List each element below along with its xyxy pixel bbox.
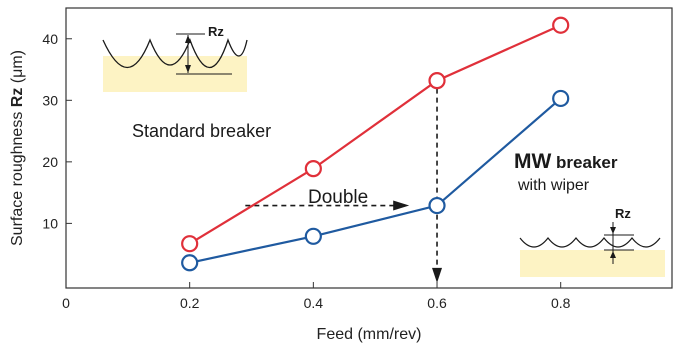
standard-profile-inset: Rz bbox=[102, 24, 248, 92]
mw-wiper-label: with wiper bbox=[517, 177, 590, 194]
y-tick-label: 30 bbox=[42, 92, 58, 108]
data-point-mw bbox=[181, 254, 199, 272]
mw-inset-background bbox=[520, 250, 665, 277]
data-series bbox=[181, 16, 570, 272]
mw-bold-text: MW bbox=[514, 150, 551, 173]
data-point-standard bbox=[552, 16, 570, 34]
series-line-mw bbox=[189, 97, 562, 264]
axis-ticks: 0 0.2 0.4 0.6 0.8 10 20 30 40 bbox=[42, 31, 570, 311]
mw-rz-arrowhead-down bbox=[610, 227, 616, 234]
data-point-mw bbox=[428, 196, 446, 215]
mw-rz-arrowhead-up bbox=[610, 251, 616, 258]
mw-breaker-label: MW breaker bbox=[514, 150, 618, 173]
series-line-standard bbox=[189, 24, 562, 245]
standard-scallop-profile bbox=[102, 38, 248, 69]
data-point-mw bbox=[304, 227, 322, 245]
standard-rz-arrowhead-down bbox=[185, 65, 191, 73]
x-tick-label: 0.4 bbox=[304, 295, 324, 311]
mw-profile-inset: Rz bbox=[519, 206, 665, 277]
x-axis-title: Feed (mm/rev) bbox=[317, 326, 422, 343]
data-point-mw bbox=[552, 89, 570, 108]
annotation-arrows bbox=[245, 88, 443, 283]
data-point-standard bbox=[181, 235, 199, 253]
x-tick-label: 0.8 bbox=[551, 295, 571, 311]
mw-scallop-profile bbox=[519, 237, 661, 248]
plot-frame bbox=[65, 7, 673, 289]
double-label: Double bbox=[308, 187, 368, 208]
mw-breaker-text: breaker bbox=[551, 153, 618, 172]
mw-rz-label: Rz bbox=[615, 206, 631, 221]
x-tick-label: 0.2 bbox=[180, 295, 200, 311]
y-axis-title-suffix: (μm) bbox=[9, 50, 26, 88]
y-axis-title-prefix: Surface roughness bbox=[9, 107, 26, 246]
standard-rz-label: Rz bbox=[208, 24, 224, 39]
x-tick-label: 0.6 bbox=[427, 295, 447, 311]
standard-rz-arrowhead-up bbox=[185, 35, 191, 43]
drop-arrowhead bbox=[432, 267, 443, 283]
data-point-standard bbox=[304, 160, 322, 178]
standard-breaker-label: Standard breaker bbox=[132, 121, 271, 141]
y-tick-label: 40 bbox=[42, 31, 58, 47]
y-axis-title: Surface roughness Rz (μm) bbox=[9, 50, 26, 246]
y-tick-label: 10 bbox=[42, 215, 58, 231]
double-arrowhead bbox=[393, 200, 410, 211]
x-tick-label: 0 bbox=[62, 295, 70, 311]
y-axis-title-rz: Rz bbox=[9, 88, 26, 108]
y-tick-label: 20 bbox=[42, 154, 58, 170]
data-point-standard bbox=[428, 72, 446, 90]
